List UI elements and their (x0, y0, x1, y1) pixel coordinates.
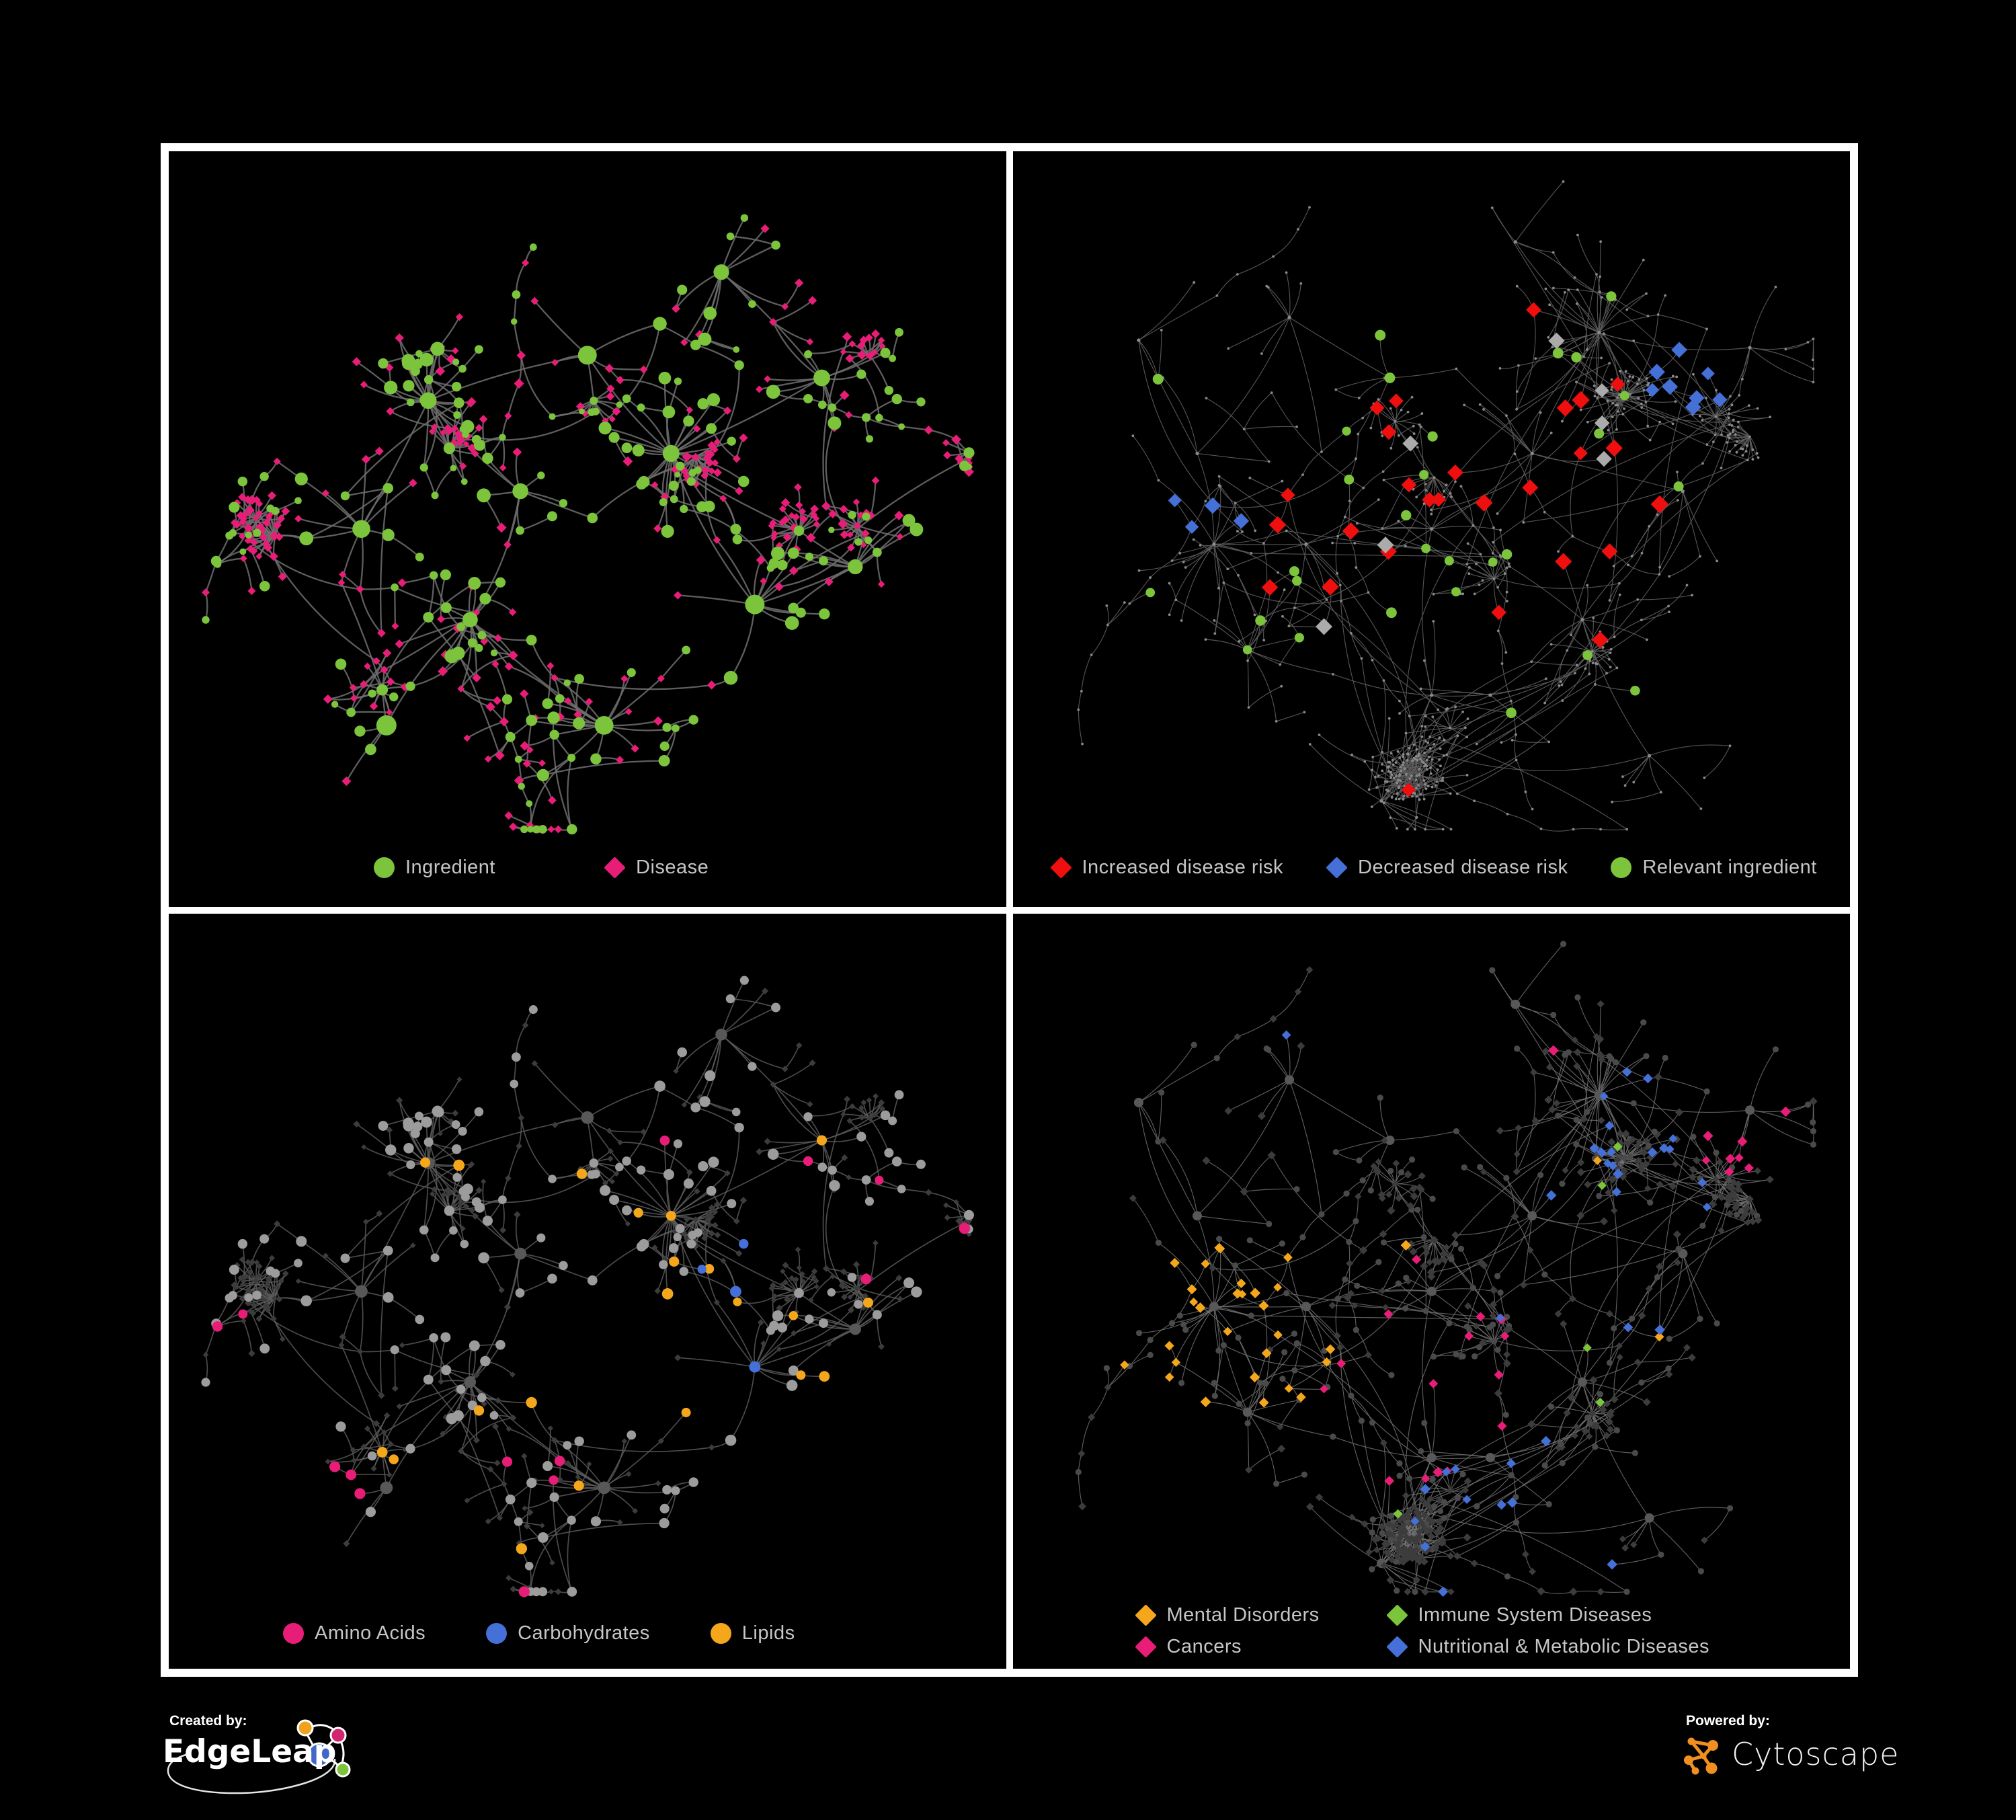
legend-item-immune-system-diseases: Immune System Diseases (1385, 1604, 1709, 1626)
disease-category-network-canvas (1075, 940, 1818, 1597)
diamond-marker (1326, 856, 1348, 879)
edgeleap-swoosh (167, 1752, 336, 1794)
cytoscape-logo-icon (1684, 1737, 1718, 1775)
circle-marker (1611, 857, 1632, 878)
edgeleap-credit: Created by: EdgeLeap (161, 1712, 393, 1813)
legend-label: Increased disease risk (1082, 856, 1284, 878)
edgeleap-node-green (335, 1762, 351, 1778)
legend-item-ingredient: Ingredient (374, 857, 495, 879)
disease-risk-legend: Increased disease risk Decreased disease … (1049, 856, 1817, 879)
legend-item-amino-acids: Amino Acids (283, 1622, 426, 1645)
edgeleap-node-blue (307, 1742, 332, 1768)
legend-item-disease: Disease (604, 857, 709, 879)
legend-item-relevant-ingredient: Relevant ingredient (1611, 857, 1816, 879)
legend-label: Relevant ingredient (1642, 856, 1817, 878)
diamond-marker (604, 856, 626, 879)
legend-item-increased-disease-risk: Increased disease risk (1049, 856, 1284, 879)
figure-grid: Ingredient Disease Increased disease risk… (161, 143, 1858, 1677)
legend-label: Nutritional & Metabolic Diseases (1418, 1636, 1709, 1657)
disease-risk-network-canvas (1076, 180, 1814, 832)
legend-item-lipids: Lipids (710, 1622, 795, 1645)
diamond-marker (1385, 1636, 1408, 1658)
edgeleap-logo-graphic (167, 1719, 351, 1794)
diamond-marker (1134, 1604, 1157, 1626)
cytoscape-brand: Cytoscape (1732, 1736, 1900, 1772)
edgeleap-node-pink (329, 1727, 347, 1744)
panel-disease-category: Mental Disorders Immune System Diseases Ca… (1012, 913, 1850, 1669)
legend-label: Disease (636, 856, 709, 878)
panel-disease-risk: Increased disease risk Decreased disease … (1012, 151, 1850, 907)
diamond-marker (1049, 856, 1072, 879)
ingredient-disease-network-canvas (202, 214, 975, 835)
ingredient-disease-legend: Ingredient Disease (374, 857, 709, 879)
circle-marker (486, 1623, 508, 1644)
edgeleap-brand: EdgeLeap (163, 1733, 337, 1770)
nutrient-class-network-canvas (201, 976, 974, 1597)
circle-marker (710, 1623, 731, 1644)
legend-item-nutritional-metabolic-diseases: Nutritional & Metabolic Diseases (1385, 1636, 1709, 1658)
disease-category-legend: Mental Disorders Immune System Diseases Ca… (1134, 1604, 1709, 1658)
legend-label: Decreased disease risk (1358, 856, 1568, 878)
legend-item-carbohydrates: Carbohydrates (486, 1622, 650, 1645)
diamond-marker (1134, 1636, 1157, 1658)
legend-label: Ingredient (405, 856, 495, 878)
edgeleap-node-orange (296, 1719, 314, 1737)
legend-label: Cancers (1166, 1636, 1242, 1657)
legend-label: Lipids (741, 1622, 795, 1644)
circle-marker (283, 1623, 304, 1644)
diamond-marker (1385, 1604, 1408, 1626)
circle-marker (374, 857, 395, 878)
created-by-label: Created by: (169, 1713, 247, 1729)
legend-item-mental-disorders: Mental Disorders (1134, 1604, 1387, 1626)
cytoscape-credit: Powered by: (1683, 1712, 1992, 1792)
legend-label: Carbohydrates (518, 1622, 650, 1644)
legend-item-cancers: Cancers (1134, 1636, 1387, 1658)
nutrient-class-legend: Amino Acids Carbohydrates Lipids (283, 1622, 795, 1645)
legend-item-decreased-disease-risk: Decreased disease risk (1326, 857, 1568, 879)
panel-ingredient-disease: Ingredient Disease (169, 151, 1006, 907)
legend-label: Immune System Diseases (1418, 1604, 1652, 1626)
panel-nutrient-class: Amino Acids Carbohydrates Lipids (169, 913, 1006, 1669)
powered-by-label: Powered by: (1686, 1713, 1770, 1729)
legend-label: Amino Acids (315, 1622, 426, 1644)
legend-label: Mental Disorders (1166, 1604, 1320, 1626)
